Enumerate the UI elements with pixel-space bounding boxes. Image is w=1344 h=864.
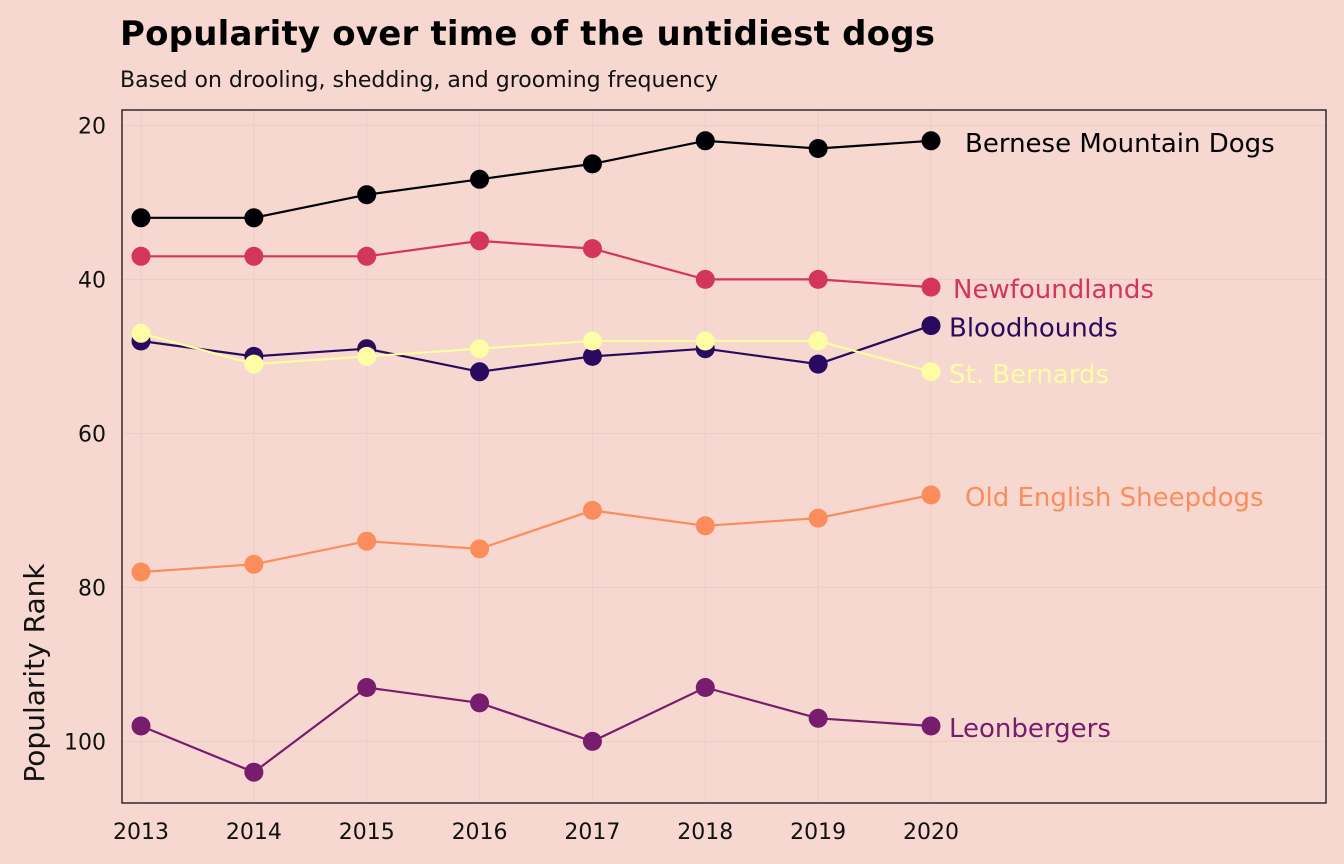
data-point bbox=[921, 716, 941, 736]
data-point bbox=[582, 500, 602, 520]
x-tick-label: 2019 bbox=[790, 820, 846, 845]
y-tick-label: 60 bbox=[78, 422, 106, 447]
series-label: Leonbergers bbox=[949, 714, 1111, 744]
data-point bbox=[131, 208, 151, 228]
y-tick-label: 100 bbox=[64, 730, 106, 755]
x-tick-label: 2018 bbox=[677, 820, 733, 845]
data-point bbox=[808, 708, 828, 728]
data-point bbox=[582, 154, 602, 174]
data-point bbox=[582, 346, 602, 366]
x-tick-label: 2017 bbox=[564, 820, 620, 845]
series-line bbox=[140, 493, 932, 574]
series-label: Old English Sheepdogs bbox=[965, 483, 1264, 513]
data-point bbox=[131, 323, 151, 343]
data-point bbox=[470, 339, 490, 359]
data-point bbox=[131, 716, 151, 736]
data-point bbox=[808, 139, 828, 158]
y-tick-label: 20 bbox=[78, 114, 106, 139]
series-line bbox=[141, 139, 932, 219]
data-point bbox=[244, 208, 264, 228]
x-tick-label: 2020 bbox=[903, 820, 959, 845]
y-tick-label: 40 bbox=[78, 268, 106, 293]
chart-title: Popularity over time of the untidiest do… bbox=[120, 14, 936, 54]
series-label: Newfoundlands bbox=[953, 275, 1154, 305]
data-point bbox=[131, 246, 151, 266]
x-tick-label: 2014 bbox=[226, 820, 282, 845]
series-group bbox=[131, 131, 941, 782]
data-point bbox=[131, 562, 151, 582]
data-point bbox=[695, 516, 715, 536]
data-point bbox=[357, 531, 377, 551]
x-tick-label: 2015 bbox=[339, 820, 395, 845]
data-point bbox=[695, 269, 715, 289]
series-line bbox=[141, 239, 932, 289]
data-point bbox=[357, 246, 377, 266]
data-point bbox=[921, 485, 941, 505]
data-point bbox=[582, 331, 602, 351]
series-line bbox=[140, 686, 932, 774]
data-point bbox=[695, 131, 715, 151]
series-label: Bernese Mountain Dogs bbox=[965, 129, 1275, 159]
data-point bbox=[244, 354, 264, 374]
data-point bbox=[470, 539, 490, 559]
data-point bbox=[582, 731, 602, 751]
data-point bbox=[582, 239, 602, 259]
data-point bbox=[808, 269, 828, 289]
data-point bbox=[695, 678, 715, 697]
data-point bbox=[695, 331, 715, 351]
data-point bbox=[921, 131, 941, 151]
data-point bbox=[808, 508, 828, 528]
data-point bbox=[470, 362, 490, 382]
series-line bbox=[140, 332, 932, 373]
data-point bbox=[921, 316, 941, 336]
data-point bbox=[470, 169, 490, 189]
grid-lines bbox=[122, 110, 1326, 803]
chart-subtitle: Based on drooling, shedding, and groomin… bbox=[120, 68, 718, 93]
y-tick-label: 80 bbox=[78, 576, 106, 601]
series-label: St. Bernards bbox=[949, 360, 1109, 390]
y-axis-label: Popularity Rank bbox=[18, 563, 51, 783]
data-point bbox=[808, 354, 828, 374]
plot-frame bbox=[121, 109, 1327, 804]
series-labels: Bernese Mountain Dogs Newfoundlands Bloodh… bbox=[949, 129, 1275, 744]
series-line bbox=[140, 324, 932, 373]
x-tick-label: 2013 bbox=[113, 820, 169, 845]
data-point bbox=[244, 554, 264, 574]
data-point bbox=[244, 762, 264, 782]
data-point bbox=[470, 693, 490, 713]
series-label: Bloodhounds bbox=[949, 314, 1118, 344]
data-point bbox=[244, 246, 264, 266]
data-point bbox=[357, 678, 377, 697]
x-tick-label: 2016 bbox=[452, 820, 508, 845]
data-point bbox=[357, 346, 377, 366]
data-point bbox=[921, 277, 941, 297]
data-point bbox=[470, 231, 490, 251]
data-point bbox=[357, 185, 377, 205]
data-point bbox=[921, 362, 941, 382]
data-point bbox=[808, 331, 828, 351]
axes: 2013 2014 2015 2016 2017 2018 2019 202020406080… bbox=[64, 109, 1327, 845]
